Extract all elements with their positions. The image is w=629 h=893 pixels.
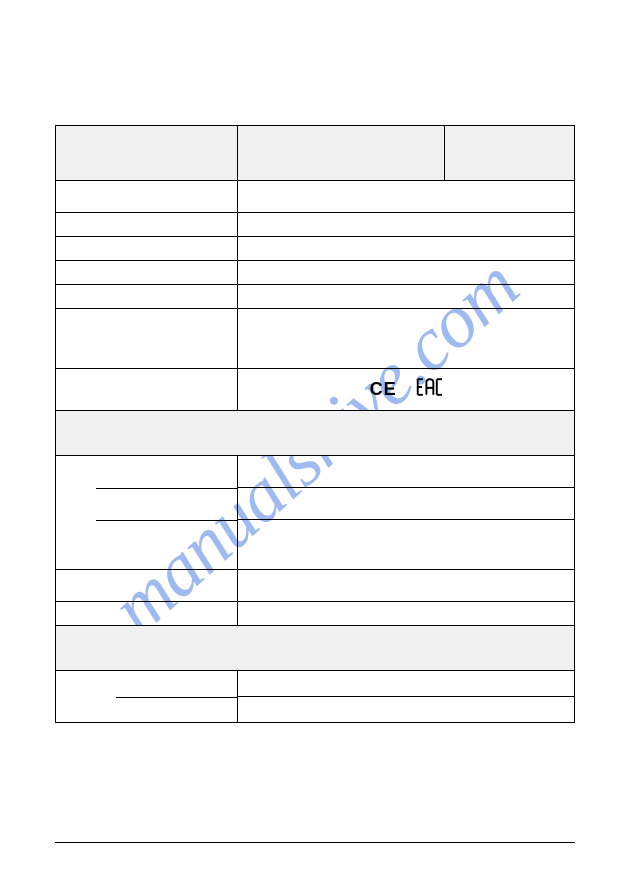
- table-row: [56, 261, 575, 285]
- footer-divider: [55, 842, 575, 843]
- table-row-indent: [56, 520, 575, 570]
- table-cell: [237, 570, 574, 602]
- table-row: [56, 213, 575, 237]
- ce-mark-icon: CE: [370, 379, 397, 400]
- table-cell: [237, 671, 574, 697]
- table-row: [56, 309, 575, 369]
- header-cell-1: [56, 126, 238, 181]
- table-cell: [56, 213, 238, 237]
- icons-cell: CE: [237, 369, 574, 411]
- table-row-indent: [56, 697, 575, 723]
- section-header-row: [56, 411, 575, 456]
- table-cell: [237, 309, 574, 369]
- table-cell: [237, 181, 574, 213]
- table-row-indent: [56, 456, 575, 488]
- spec-table: CE: [55, 125, 575, 723]
- table-cell: [56, 671, 238, 697]
- section-header-cell: [56, 411, 575, 456]
- table-cell: [237, 213, 574, 237]
- eac-mark-icon: [416, 377, 442, 402]
- table-cell: [237, 261, 574, 285]
- header-cell-2: [237, 126, 445, 181]
- table-cell: [56, 602, 238, 626]
- table-header-row: [56, 126, 575, 181]
- table-cell: [237, 520, 574, 570]
- table-row: [56, 671, 575, 697]
- table-cell: [56, 261, 238, 285]
- table-cell: [56, 456, 238, 488]
- table-cell: [237, 602, 574, 626]
- table-row: [56, 602, 575, 626]
- table-cell: [56, 697, 238, 723]
- table-row-icons: CE: [56, 369, 575, 411]
- table-row-indent: [56, 488, 575, 520]
- section-header-cell: [56, 626, 575, 671]
- table-cell: [56, 181, 238, 213]
- table-cell: [56, 369, 238, 411]
- table-row: [56, 285, 575, 309]
- table-cell: [56, 488, 238, 520]
- table-row: [56, 237, 575, 261]
- table-row: [56, 181, 575, 213]
- table-cell: [237, 456, 574, 488]
- table-cell: [56, 309, 238, 369]
- table-cell: [56, 570, 238, 602]
- table-row: [56, 570, 575, 602]
- table-cell: [237, 285, 574, 309]
- table-cell: [56, 520, 238, 570]
- table-cell: [237, 237, 574, 261]
- section-header-row: [56, 626, 575, 671]
- table-cell: [56, 237, 238, 261]
- table-cell: [237, 488, 574, 520]
- header-cell-3: [445, 126, 575, 181]
- table-cell: [237, 697, 574, 723]
- table-cell: [56, 285, 238, 309]
